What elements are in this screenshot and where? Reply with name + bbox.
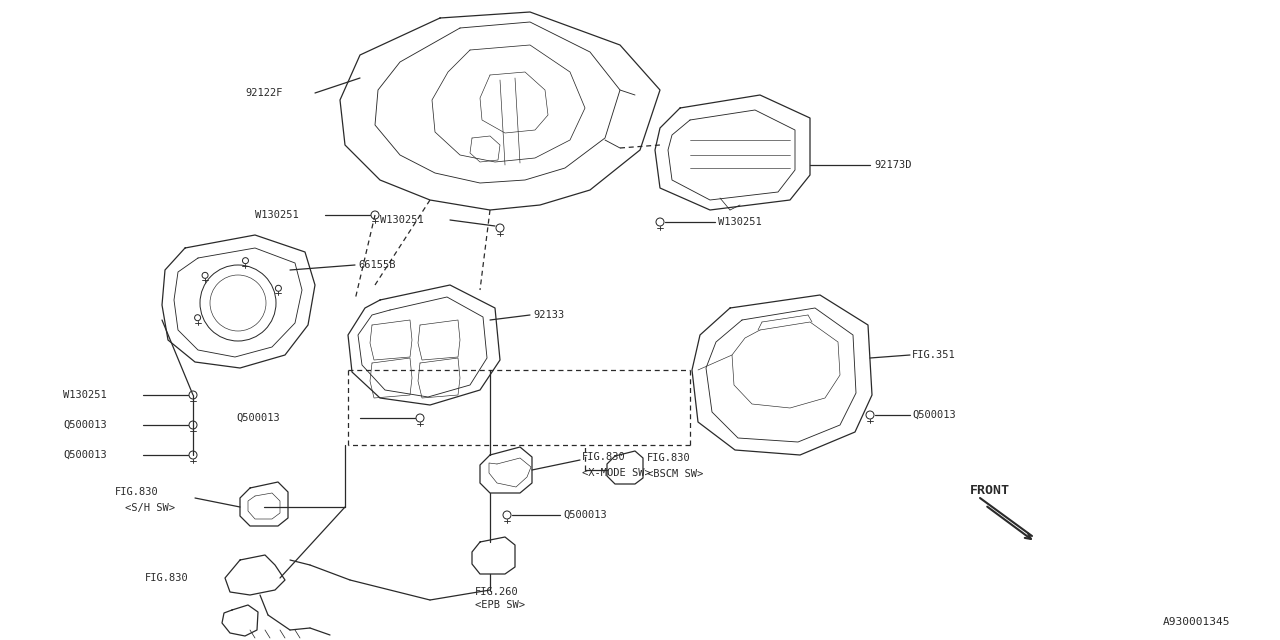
Text: FIG.830: FIG.830	[646, 453, 691, 463]
Text: W130251: W130251	[255, 210, 298, 220]
Text: Q500013: Q500013	[63, 450, 106, 460]
Text: Q500013: Q500013	[63, 420, 106, 430]
Text: FIG.830: FIG.830	[115, 487, 159, 497]
Text: FIG.351: FIG.351	[911, 350, 956, 360]
Text: Q500013: Q500013	[911, 410, 956, 420]
Text: <BSCM SW>: <BSCM SW>	[646, 469, 703, 479]
Text: FIG.830: FIG.830	[145, 573, 188, 583]
Text: W130251: W130251	[718, 217, 762, 227]
Text: W130251: W130251	[63, 390, 106, 400]
Text: 92133: 92133	[532, 310, 564, 320]
Text: A930001345: A930001345	[1162, 617, 1230, 627]
Text: Q500013: Q500013	[563, 510, 607, 520]
Text: FRONT: FRONT	[970, 483, 1010, 497]
Text: <X-MODE SW>: <X-MODE SW>	[582, 468, 650, 478]
Text: <EPB SW>: <EPB SW>	[475, 600, 525, 610]
Text: Q500013: Q500013	[237, 413, 280, 423]
Text: <S/H SW>: <S/H SW>	[125, 503, 175, 513]
Text: FIG.260: FIG.260	[475, 587, 518, 597]
Text: 92173D: 92173D	[874, 160, 911, 170]
Text: 92122F: 92122F	[244, 88, 283, 98]
Text: W130251: W130251	[380, 215, 424, 225]
Text: FIG.830: FIG.830	[582, 452, 626, 462]
Text: 66155B: 66155B	[358, 260, 396, 270]
